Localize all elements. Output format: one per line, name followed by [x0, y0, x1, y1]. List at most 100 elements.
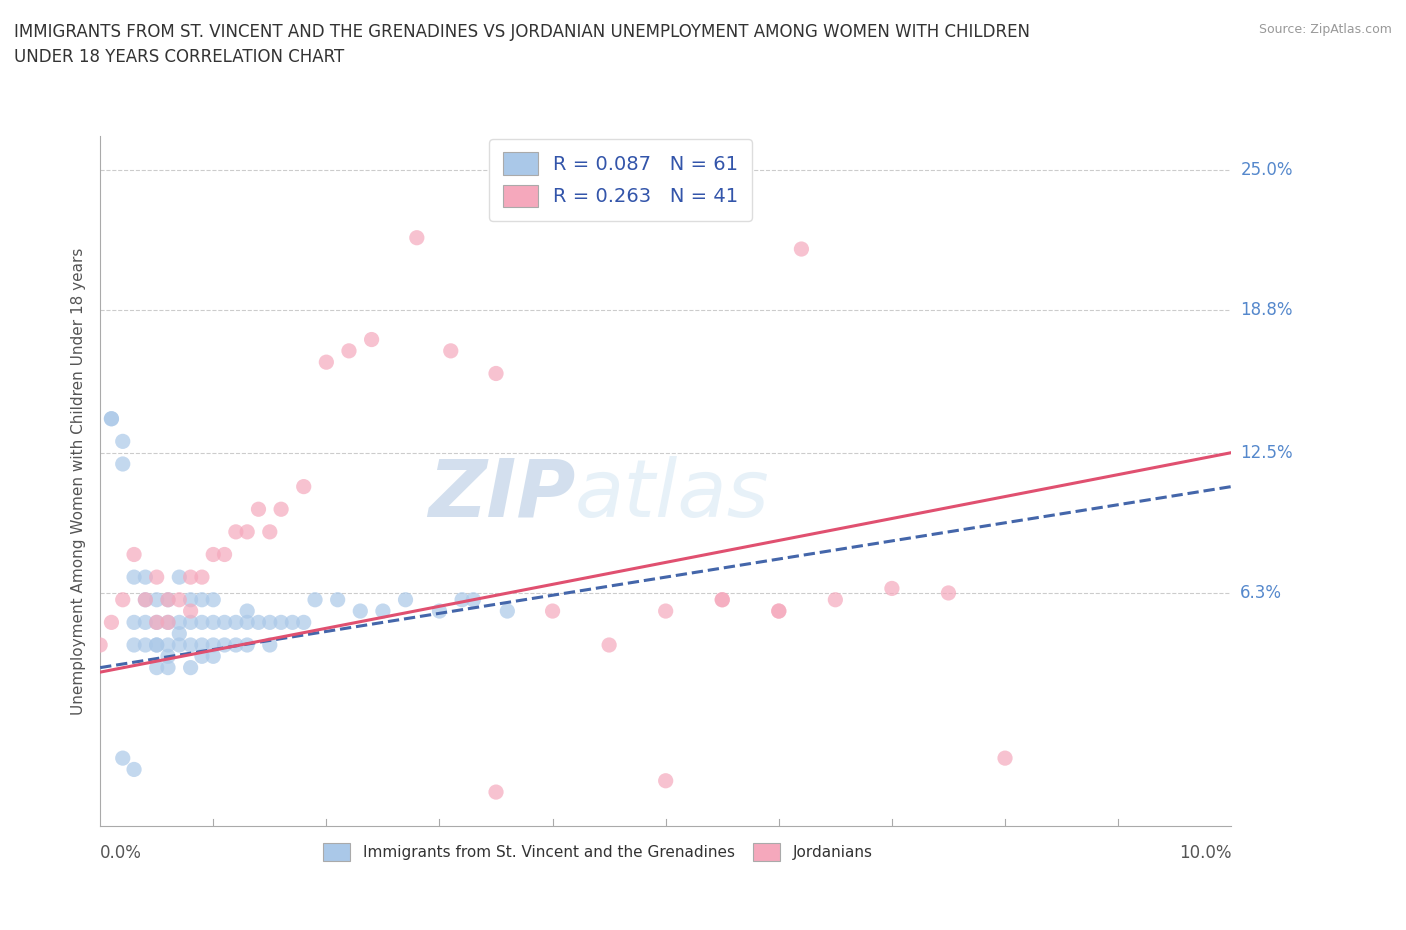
Point	[768, 604, 790, 618]
Point	[214, 638, 236, 653]
Point	[145, 615, 167, 630]
Point	[315, 354, 337, 369]
Point	[169, 626, 191, 641]
Point	[122, 547, 145, 562]
Point	[463, 592, 485, 607]
Point	[247, 502, 270, 517]
Point	[281, 615, 304, 630]
Point	[768, 604, 790, 618]
Point	[202, 547, 225, 562]
Point	[122, 570, 145, 585]
Point	[259, 525, 281, 539]
Point	[236, 638, 259, 653]
Point	[440, 343, 463, 358]
Point	[247, 615, 270, 630]
Point	[180, 604, 202, 618]
Point	[122, 638, 145, 653]
Text: atlas: atlas	[575, 456, 770, 534]
Point	[824, 592, 846, 607]
Point	[202, 638, 225, 653]
Text: Source: ZipAtlas.com: Source: ZipAtlas.com	[1258, 23, 1392, 36]
Point	[496, 604, 519, 618]
Point	[326, 592, 349, 607]
Point	[270, 615, 292, 630]
Text: 18.8%: 18.8%	[1240, 301, 1292, 319]
Text: 12.5%: 12.5%	[1240, 444, 1294, 461]
Point	[122, 762, 145, 777]
Point	[349, 604, 371, 618]
Point	[134, 592, 156, 607]
Point	[111, 457, 134, 472]
Point	[880, 581, 903, 596]
Point	[485, 366, 508, 381]
Point	[191, 570, 214, 585]
Point	[202, 649, 225, 664]
Point	[654, 774, 676, 789]
Point	[134, 592, 156, 607]
Point	[259, 638, 281, 653]
Point	[598, 638, 620, 653]
Point	[225, 638, 247, 653]
Point	[790, 242, 813, 257]
Text: 6.3%: 6.3%	[1240, 584, 1282, 602]
Point	[134, 638, 156, 653]
Point	[711, 592, 734, 607]
Point	[654, 604, 676, 618]
Point	[371, 604, 394, 618]
Point	[225, 615, 247, 630]
Point	[145, 638, 167, 653]
Point	[145, 660, 167, 675]
Point	[270, 502, 292, 517]
Point	[259, 615, 281, 630]
Point	[202, 592, 225, 607]
Text: ZIP: ZIP	[427, 456, 575, 534]
Point	[145, 615, 167, 630]
Point	[214, 615, 236, 630]
Point	[180, 615, 202, 630]
Point	[485, 785, 508, 800]
Point	[169, 592, 191, 607]
Point	[451, 592, 474, 607]
Text: IMMIGRANTS FROM ST. VINCENT AND THE GRENADINES VS JORDANIAN UNEMPLOYMENT AMONG W: IMMIGRANTS FROM ST. VINCENT AND THE GREN…	[14, 23, 1031, 66]
Point	[156, 638, 179, 653]
Point	[994, 751, 1017, 765]
Point	[191, 615, 214, 630]
Point	[134, 615, 156, 630]
Point	[304, 592, 326, 607]
Point	[156, 592, 179, 607]
Point	[156, 592, 179, 607]
Point	[225, 525, 247, 539]
Point	[100, 411, 122, 426]
Point	[156, 615, 179, 630]
Point	[100, 615, 122, 630]
Point	[156, 615, 179, 630]
Text: 0.0%: 0.0%	[100, 844, 142, 862]
Point	[214, 547, 236, 562]
Point	[938, 586, 960, 601]
Y-axis label: Unemployment Among Women with Children Under 18 years: Unemployment Among Women with Children U…	[72, 247, 86, 714]
Point	[145, 592, 167, 607]
Point	[202, 615, 225, 630]
Point	[429, 604, 451, 618]
Point	[236, 525, 259, 539]
Point	[405, 231, 427, 246]
Text: 10.0%: 10.0%	[1178, 844, 1232, 862]
Point	[169, 570, 191, 585]
Point	[89, 638, 111, 653]
Point	[180, 570, 202, 585]
Point	[292, 615, 315, 630]
Point	[360, 332, 382, 347]
Point	[292, 479, 315, 494]
Point	[541, 604, 564, 618]
Point	[337, 343, 360, 358]
Point	[191, 592, 214, 607]
Point	[100, 411, 122, 426]
Legend: Immigrants from St. Vincent and the Grenadines, Jordanians: Immigrants from St. Vincent and the Gren…	[316, 837, 879, 867]
Point	[111, 592, 134, 607]
Point	[145, 570, 167, 585]
Point	[394, 592, 416, 607]
Text: 25.0%: 25.0%	[1240, 161, 1292, 179]
Point	[122, 615, 145, 630]
Point	[236, 604, 259, 618]
Point	[711, 592, 734, 607]
